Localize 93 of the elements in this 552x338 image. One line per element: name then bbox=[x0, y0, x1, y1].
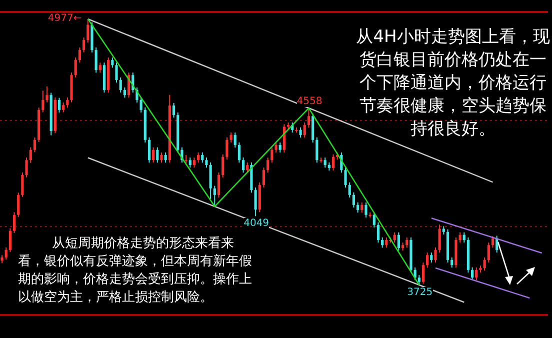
candlestick bbox=[364, 202, 368, 218]
candlestick bbox=[201, 152, 204, 164]
candlestick bbox=[25, 157, 28, 178]
candlestick bbox=[324, 157, 326, 168]
candlestick bbox=[213, 185, 216, 207]
candlestick bbox=[372, 212, 376, 228]
candlestick bbox=[381, 236, 384, 248]
candlestick bbox=[82, 37, 86, 53]
candlestick bbox=[46, 86, 48, 103]
candlestick bbox=[172, 102, 176, 118]
candlestick bbox=[282, 124, 286, 153]
candlestick bbox=[316, 136, 318, 164]
candlestick bbox=[62, 102, 65, 113]
candlestick bbox=[397, 232, 400, 252]
candlestick bbox=[234, 132, 236, 148]
candlestick bbox=[393, 232, 396, 244]
candlestick bbox=[156, 146, 159, 164]
candlestick bbox=[356, 202, 360, 214]
candlestick bbox=[21, 172, 24, 198]
candlestick bbox=[188, 157, 192, 168]
candlestick bbox=[86, 18, 90, 44]
candlestick bbox=[94, 46, 98, 74]
candlestick bbox=[140, 96, 142, 114]
candlestick bbox=[434, 246, 437, 264]
candlestick bbox=[148, 136, 151, 164]
candlestick bbox=[4, 246, 8, 260]
candlestick bbox=[119, 76, 122, 94]
candlestick bbox=[352, 192, 355, 208]
candlestick bbox=[385, 236, 388, 248]
annotation: 4977← bbox=[48, 13, 82, 24]
candlestick bbox=[450, 256, 454, 268]
candlestick bbox=[152, 146, 155, 164]
candlestick bbox=[348, 182, 351, 198]
candlestick bbox=[111, 56, 114, 68]
candlestick bbox=[332, 154, 335, 172]
candlestick bbox=[262, 167, 266, 188]
candlestick bbox=[222, 154, 224, 178]
candlestick bbox=[115, 62, 118, 84]
candlestick bbox=[438, 224, 441, 254]
candlestick bbox=[270, 146, 274, 164]
candlestick bbox=[487, 242, 490, 264]
annotation: 从4H小时走势图上看，现货白银目前价格仍处在一个下降通道内，价格运行节奏很健康，空头趋势保持很良好。 bbox=[356, 26, 550, 141]
candlestick bbox=[197, 152, 200, 164]
candlestick bbox=[74, 56, 77, 78]
annotation: 从短周期价格走势的形态来看来看，银价似有反弹迹象，但本周有新年假期的影响，价格走势会受到压抑。操作上以做空为主，严格止损控制风险。 bbox=[18, 235, 253, 307]
candlestick bbox=[312, 113, 314, 143]
candlestick bbox=[33, 136, 36, 153]
candlestick bbox=[29, 146, 32, 164]
candlestick bbox=[491, 236, 494, 248]
candlestick bbox=[278, 142, 282, 153]
candlestick bbox=[406, 236, 408, 248]
candlestick bbox=[192, 157, 196, 168]
candlestick bbox=[242, 157, 245, 174]
candlestick bbox=[66, 96, 69, 108]
candlestick bbox=[217, 172, 220, 198]
candlestick bbox=[230, 132, 232, 143]
candlestick bbox=[12, 212, 16, 234]
candlestick bbox=[422, 262, 425, 284]
candlestick bbox=[8, 228, 12, 253]
candlestick bbox=[209, 162, 212, 200]
annotation: 4049 bbox=[244, 218, 270, 230]
candlestick bbox=[344, 167, 347, 188]
candlestick bbox=[238, 142, 240, 164]
candlestick bbox=[226, 136, 228, 160]
candlestick bbox=[78, 46, 81, 64]
candlestick bbox=[205, 157, 208, 168]
candlestick bbox=[299, 126, 302, 138]
candlestick bbox=[426, 252, 429, 268]
candlestick bbox=[58, 97, 61, 114]
candlestick bbox=[462, 232, 466, 244]
candlestick bbox=[471, 266, 474, 281]
candlestick bbox=[266, 157, 270, 174]
candlestick bbox=[42, 90, 44, 113]
candlestick bbox=[458, 232, 462, 244]
candlestick bbox=[430, 252, 433, 264]
candlestick bbox=[254, 187, 257, 217]
candlestick bbox=[418, 274, 420, 286]
candlestick bbox=[98, 62, 102, 74]
candlestick bbox=[17, 192, 20, 218]
candlestick bbox=[475, 266, 478, 281]
candlestick bbox=[160, 152, 163, 164]
candlestick bbox=[164, 152, 167, 164]
candlestick bbox=[307, 108, 310, 128]
annotation: 4558 bbox=[296, 96, 322, 108]
candlestick bbox=[376, 222, 380, 244]
candlestick bbox=[274, 142, 278, 153]
candlestick bbox=[246, 162, 249, 174]
annotation: 3725 bbox=[407, 287, 433, 298]
candlestick bbox=[123, 86, 126, 98]
candlestick bbox=[303, 122, 306, 138]
candlestick bbox=[483, 256, 486, 272]
candlestick bbox=[414, 266, 416, 281]
candlestick bbox=[360, 202, 364, 214]
